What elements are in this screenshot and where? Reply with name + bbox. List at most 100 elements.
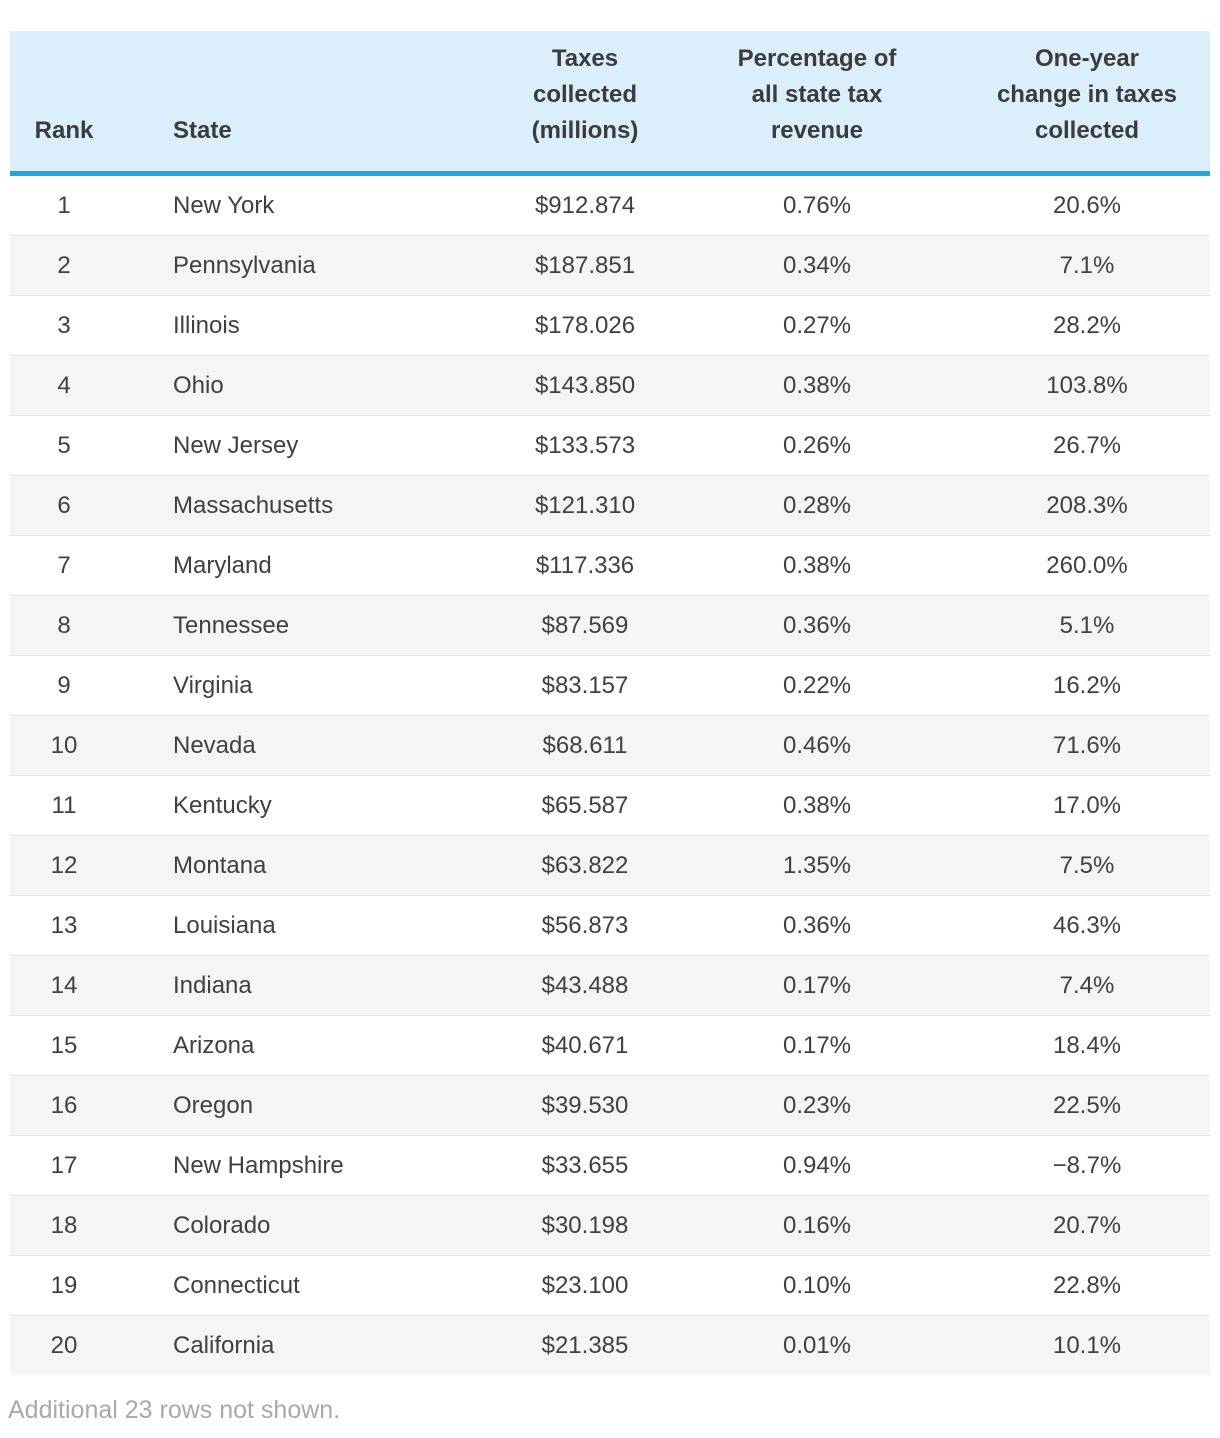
state-cell: Illinois (173, 311, 240, 339)
table-row: 1 New York $912.874 0.76% 20.6% (10, 174, 1210, 236)
pct-revenue-cell: 0.28% (782, 491, 852, 519)
taxes-collected-cell: $68.611 (542, 731, 628, 759)
taxes-collected-cell: $187.851 (534, 251, 636, 279)
pct-revenue-cell: 0.38% (782, 791, 852, 819)
header-state: State (118, 31, 442, 176)
taxes-collected-cell: $133.573 (534, 431, 636, 459)
taxes-collected-cell: $143.850 (534, 371, 636, 399)
table-row: 11 Kentucky $65.587 0.38% 17.0% (10, 775, 1210, 836)
pct-revenue-cell: 0.17% (782, 1031, 852, 1059)
state-cell: Pennsylvania (173, 251, 316, 279)
table-row: 8 Tennessee $87.569 0.36% 5.1% (10, 595, 1210, 656)
rank-cell: 3 (57, 311, 71, 339)
table-container: Rank State Taxes collected (millions) Pe… (10, 31, 1210, 1375)
taxes-collected-cell: $33.655 (541, 1151, 629, 1179)
state-cell: Oregon (173, 1091, 254, 1119)
one-year-change-cell: 260.0% (1046, 551, 1128, 579)
rank-cell: 4 (57, 371, 71, 399)
rank-cell: 10 (50, 731, 78, 759)
one-year-change-cell: 71.6% (1052, 731, 1122, 759)
state-cell: Tennessee (173, 611, 290, 639)
table-row: 2 Pennsylvania $187.851 0.34% 7.1% (10, 235, 1210, 296)
one-year-change-cell: 18.4% (1052, 1031, 1122, 1059)
table-row: 18 Colorado $30.198 0.16% 20.7% (10, 1195, 1210, 1256)
state-cell: California (173, 1331, 275, 1359)
state-cell: Kentucky (173, 791, 272, 819)
table-row: 17 New Hampshire $33.655 0.94% −8.7% (10, 1135, 1210, 1196)
taxes-collected-cell: $43.488 (541, 971, 629, 999)
one-year-change-cell: 28.2% (1052, 311, 1122, 339)
pct-revenue-cell: 0.46% (782, 731, 852, 759)
state-cell: Massachusetts (173, 491, 334, 519)
one-year-change-cell: 16.2% (1052, 671, 1122, 699)
state-cell: Nevada (173, 731, 256, 759)
one-year-change-cell: 10.1% (1052, 1331, 1122, 1359)
rank-cell: 11 (51, 791, 77, 819)
state-cell: New Hampshire (173, 1151, 344, 1179)
state-taxes-table: Rank State Taxes collected (millions) Pe… (10, 31, 1210, 1375)
pct-revenue-cell: 0.94% (782, 1151, 852, 1179)
table-row: 13 Louisiana $56.873 0.36% 46.3% (10, 895, 1210, 956)
table-row: 4 Ohio $143.850 0.38% 103.8% (10, 355, 1210, 416)
rank-cell: 13 (50, 911, 78, 939)
table-row: 16 Oregon $39.530 0.23% 22.5% (10, 1075, 1210, 1136)
state-cell: Maryland (173, 551, 272, 579)
taxes-collected-cell: $21.385 (541, 1331, 629, 1359)
rank-cell: 12 (50, 851, 78, 879)
taxes-collected-cell: $23.100 (541, 1271, 629, 1299)
taxes-collected-cell: $117.336 (535, 551, 635, 579)
rank-cell: 18 (50, 1211, 78, 1239)
state-cell: Ohio (173, 371, 224, 399)
header-row: Rank State Taxes collected (millions) Pe… (10, 31, 1210, 176)
pct-revenue-cell: 0.36% (782, 911, 852, 939)
rank-cell: 20 (50, 1331, 78, 1359)
rank-cell: 7 (57, 551, 71, 579)
table-row: 5 New Jersey $133.573 0.26% 26.7% (10, 415, 1210, 476)
taxes-collected-cell: $40.671 (541, 1031, 629, 1059)
one-year-change-cell: 5.1% (1059, 611, 1115, 639)
one-year-change-cell: −8.7% (1052, 1151, 1122, 1179)
table-row: 10 Nevada $68.611 0.46% 71.6% (10, 715, 1210, 776)
taxes-collected-cell: $63.822 (541, 851, 629, 879)
rank-cell: 15 (50, 1031, 78, 1059)
table-row: 15 Arizona $40.671 0.17% 18.4% (10, 1015, 1210, 1076)
table-body: 1 New York $912.874 0.76% 20.6% 2 Pennsy… (10, 174, 1210, 1375)
state-cell: Virginia (173, 671, 253, 699)
rank-cell: 2 (57, 251, 71, 279)
table-row: 3 Illinois $178.026 0.27% 28.2% (10, 295, 1210, 356)
state-cell: Louisiana (173, 911, 276, 939)
table-row: 7 Maryland $117.336 0.38% 260.0% (10, 535, 1210, 596)
pct-revenue-cell: 0.38% (782, 371, 852, 399)
taxes-collected-cell: $121.310 (534, 491, 636, 519)
one-year-change-cell: 7.4% (1059, 971, 1115, 999)
pct-revenue-cell: 0.01% (782, 1331, 852, 1359)
pct-revenue-cell: 0.76% (782, 191, 852, 219)
table-row: 9 Virginia $83.157 0.22% 16.2% (10, 655, 1210, 716)
one-year-change-cell: 46.3% (1052, 911, 1122, 939)
pct-revenue-cell: 0.22% (782, 671, 852, 699)
one-year-change-cell: 17.0% (1052, 791, 1122, 819)
header-one-year-change: One-year change in taxes collected (934, 31, 1210, 176)
table-row: 20 California $21.385 0.01% 10.1% (10, 1315, 1210, 1375)
pct-revenue-cell: 0.27% (782, 311, 852, 339)
one-year-change-cell: 22.5% (1052, 1091, 1122, 1119)
state-cell: New York (173, 191, 275, 219)
one-year-change-cell: 103.8% (1046, 371, 1128, 399)
one-year-change-cell: 22.8% (1052, 1271, 1122, 1299)
rank-cell: 5 (57, 431, 71, 459)
table-row: 14 Indiana $43.488 0.17% 7.4% (10, 955, 1210, 1016)
rank-cell: 14 (50, 971, 78, 999)
taxes-collected-cell: $87.569 (541, 611, 629, 639)
table-footnote: Additional 23 rows not shown. (8, 1396, 341, 1424)
state-cell: Connecticut (173, 1271, 300, 1299)
rank-cell: 19 (50, 1271, 78, 1299)
pct-revenue-cell: 0.17% (782, 971, 852, 999)
pct-revenue-cell: 0.23% (782, 1091, 852, 1119)
taxes-collected-cell: $30.198 (541, 1211, 629, 1239)
rank-cell: 8 (57, 611, 71, 639)
table-row: 12 Montana $63.822 1.35% 7.5% (10, 835, 1210, 896)
pct-revenue-cell: 0.10% (782, 1271, 852, 1299)
rank-cell: 1 (57, 191, 71, 219)
state-cell: Colorado (173, 1211, 271, 1239)
